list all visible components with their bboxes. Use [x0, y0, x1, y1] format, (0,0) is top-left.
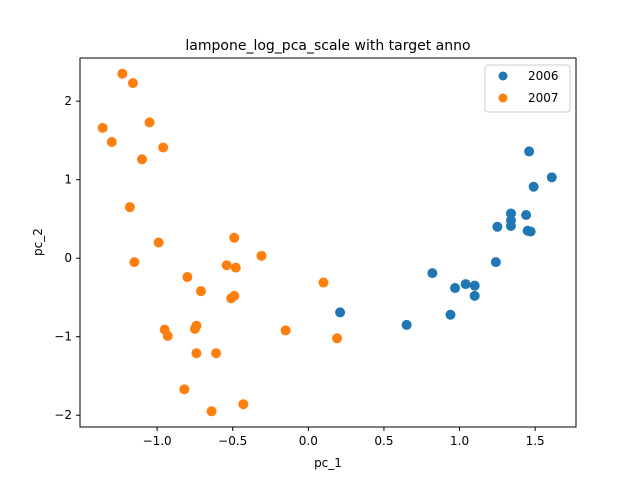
x-axis-label: pc_1 [314, 456, 342, 470]
data-point-2006-16 [445, 309, 456, 320]
legend-marker-2006 [498, 71, 508, 81]
data-point-2007-14 [182, 272, 193, 283]
x-axis: −1.0 −0.5 0.0 0.5 1.0 1.5 [143, 427, 545, 448]
y-tick-label: 1 [64, 173, 72, 187]
data-point-2007-10 [256, 250, 267, 261]
data-point-2007-3 [97, 122, 108, 133]
data-point-2006-0 [524, 146, 535, 157]
data-point-2006-14 [450, 283, 461, 294]
y-tick-label: −1 [54, 330, 72, 344]
data-point-2006-1 [546, 172, 557, 183]
y-tick-label: −2 [54, 408, 72, 422]
data-point-2007-12 [221, 260, 232, 271]
data-point-2006-13 [469, 280, 480, 291]
data-point-2006-3 [505, 208, 516, 219]
data-point-2006-18 [335, 307, 346, 318]
legend: 2006 2007 [484, 64, 571, 113]
data-point-2007-26 [211, 348, 222, 359]
x-tick-label: 0.0 [299, 434, 318, 448]
x-tick-label: −1.0 [143, 434, 172, 448]
y-axis-label: pc_2 [31, 228, 45, 256]
data-point-2007-29 [206, 406, 217, 417]
data-point-2007-21 [189, 323, 200, 334]
data-point-2006-9 [525, 226, 536, 237]
data-point-2007-13 [230, 262, 241, 273]
data-point-2006-12 [460, 279, 471, 290]
data-point-2006-17 [401, 319, 412, 330]
data-point-2007-16 [318, 277, 329, 288]
data-point-2006-2 [528, 181, 539, 192]
y-axis: −2 −1 0 1 2 [54, 94, 80, 422]
data-point-2007-28 [238, 399, 249, 410]
data-point-2007-7 [124, 202, 135, 213]
y-tick-label: 2 [64, 94, 72, 108]
data-point-2006-6 [492, 221, 503, 232]
x-tick-label: 1.0 [450, 434, 469, 448]
data-point-2006-10 [490, 257, 501, 268]
data-point-2007-0 [117, 68, 128, 79]
data-point-2007-6 [137, 154, 147, 165]
plot-points [97, 68, 557, 417]
data-point-2007-4 [106, 137, 117, 148]
data-point-2007-15 [195, 286, 206, 297]
legend-label-2007: 2007 [528, 91, 559, 105]
data-point-2007-18 [226, 293, 237, 304]
data-point-2007-5 [158, 142, 169, 153]
data-point-2007-25 [191, 348, 202, 359]
chart-title: lampone_log_pca_scale with target anno [185, 38, 470, 54]
data-point-2006-4 [521, 210, 532, 221]
data-point-2006-7 [505, 221, 516, 232]
data-point-2007-9 [153, 237, 164, 248]
data-point-2007-11 [129, 257, 140, 268]
plot-frame [79, 57, 577, 428]
x-tick-label: 1.5 [526, 434, 545, 448]
data-point-2007-23 [280, 325, 291, 336]
legend-label-2006: 2006 [528, 69, 559, 83]
data-point-2006-11 [427, 268, 438, 279]
data-point-2007-8 [229, 232, 240, 243]
data-point-2007-1 [127, 78, 138, 89]
data-point-2007-27 [179, 384, 190, 395]
x-tick-label: 0.5 [374, 434, 393, 448]
x-tick-label: −0.5 [218, 434, 247, 448]
data-point-2007-22 [162, 330, 173, 341]
y-tick-label: 0 [64, 251, 72, 265]
data-point-2006-15 [469, 290, 480, 301]
data-point-2007-24 [332, 333, 343, 344]
data-point-2007-2 [144, 117, 155, 128]
legend-marker-2007 [498, 93, 508, 103]
